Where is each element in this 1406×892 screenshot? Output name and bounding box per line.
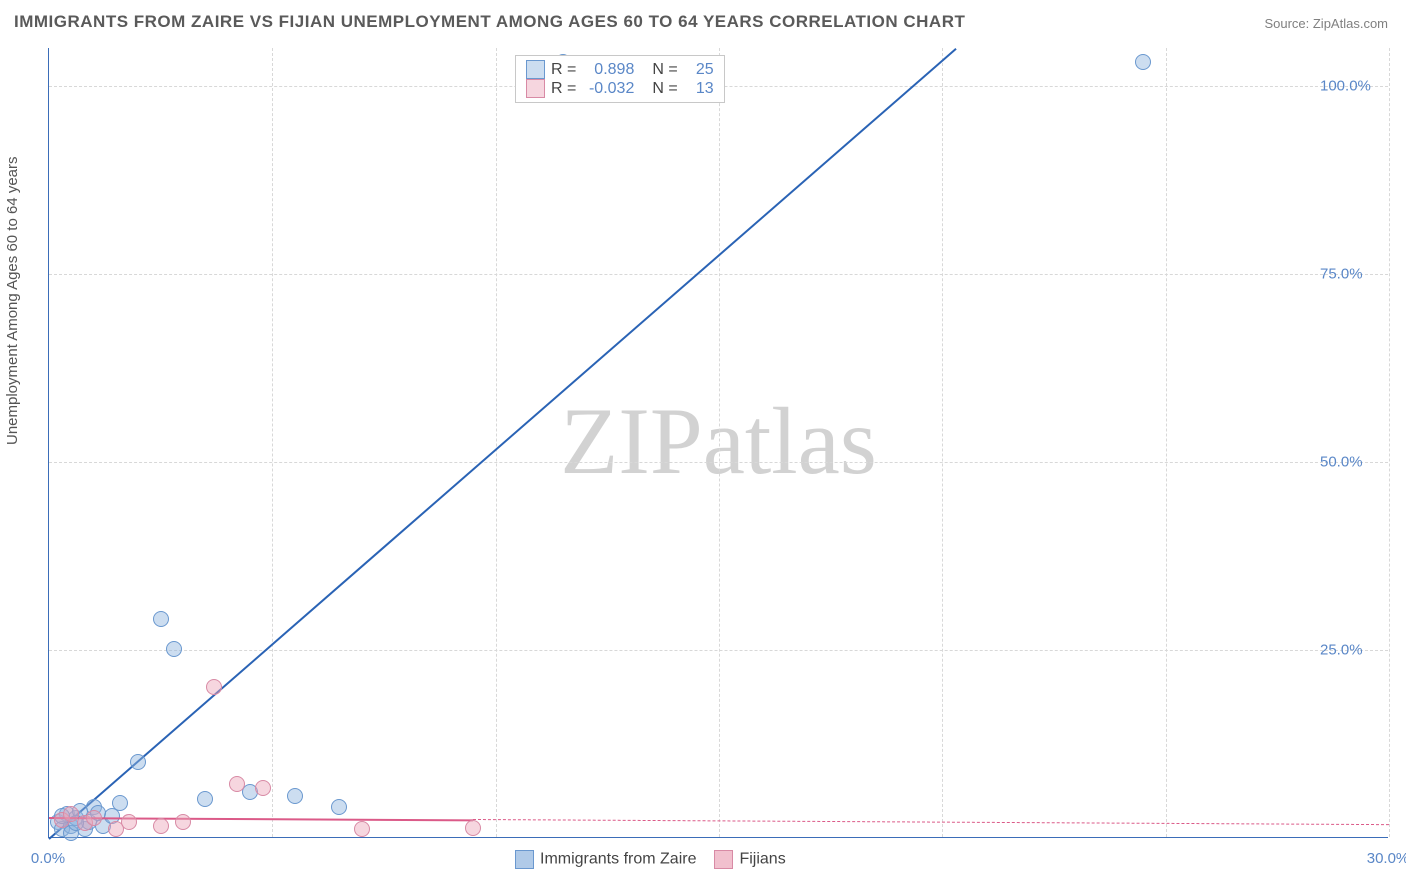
data-point <box>197 791 213 807</box>
gridline-v <box>1166 48 1167 837</box>
data-point <box>112 795 128 811</box>
legend-swatch <box>714 850 733 869</box>
y-tick-label: 100.0% <box>1320 77 1371 94</box>
gridline-v <box>942 48 943 837</box>
series-legend: Immigrants from Zaire Fijians <box>515 850 786 869</box>
y-tick-label: 75.0% <box>1320 265 1363 282</box>
data-point <box>86 810 102 826</box>
legend-item: Fijians <box>714 850 785 869</box>
data-point <box>331 799 347 815</box>
regression-line-extrapolated <box>473 819 1389 825</box>
source-attribution: Source: ZipAtlas.com <box>1264 16 1388 31</box>
y-tick-label: 50.0% <box>1320 453 1363 470</box>
data-point <box>354 821 370 837</box>
legend-item: Immigrants from Zaire <box>515 850 696 869</box>
legend-r-value: 0.898 <box>582 61 634 79</box>
correlation-legend: R = 0.898 N = 25 R = -0.032 N = 13 <box>515 55 725 103</box>
data-point <box>287 788 303 804</box>
legend-r-value: -0.032 <box>582 80 634 98</box>
legend-n-value: 25 <box>684 61 714 79</box>
legend-label: Immigrants from Zaire <box>540 851 696 868</box>
scatter-plot-area: ZIPatlas <box>48 48 1388 838</box>
data-point <box>153 611 169 627</box>
gridline-v <box>496 48 497 837</box>
legend-row: R = -0.032 N = 13 <box>526 79 714 98</box>
legend-r-label: R = <box>551 61 576 79</box>
gridline-v <box>719 48 720 837</box>
legend-swatch <box>526 60 545 79</box>
legend-n-value: 13 <box>684 80 714 98</box>
chart-title: IMMIGRANTS FROM ZAIRE VS FIJIAN UNEMPLOY… <box>14 12 965 32</box>
legend-swatch <box>526 79 545 98</box>
data-point <box>130 754 146 770</box>
y-tick-label: 25.0% <box>1320 641 1363 658</box>
legend-n-label: N = <box>652 80 677 98</box>
data-point <box>1135 54 1151 70</box>
y-axis-label: Unemployment Among Ages 60 to 64 years <box>4 156 21 445</box>
x-tick-label: 0.0% <box>31 850 65 867</box>
gridline-v <box>272 48 273 837</box>
data-point <box>121 814 137 830</box>
data-point <box>229 776 245 792</box>
regression-line <box>48 48 956 839</box>
legend-r-label: R = <box>551 80 576 98</box>
legend-n-label: N = <box>652 61 677 79</box>
legend-row: R = 0.898 N = 25 <box>526 60 714 79</box>
data-point <box>175 814 191 830</box>
legend-swatch <box>515 850 534 869</box>
data-point <box>465 820 481 836</box>
data-point <box>255 780 271 796</box>
data-point <box>206 679 222 695</box>
data-point <box>153 818 169 834</box>
x-tick-label: 30.0% <box>1367 850 1406 867</box>
legend-label: Fijians <box>739 851 785 868</box>
data-point <box>166 641 182 657</box>
gridline-v <box>1389 48 1390 837</box>
